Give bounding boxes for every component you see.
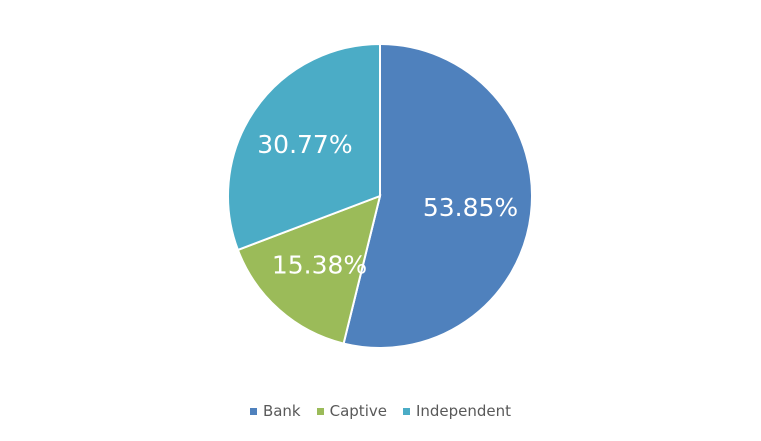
data-label-independent: 30.77% <box>257 130 352 159</box>
legend-item-captive: Captive <box>316 402 387 420</box>
legend-label-captive: Captive <box>329 402 387 420</box>
data-label-captive: 15.38% <box>272 250 367 279</box>
pie-slice-captive <box>236 194 382 345</box>
legend-swatch-bank <box>249 407 257 415</box>
legend: Bank Captive Independent <box>0 402 761 420</box>
data-label-bank: 53.85% <box>423 193 518 222</box>
legend-item-independent: Independent <box>402 402 512 420</box>
pie-slice-bank <box>342 42 533 349</box>
legend-label-independent: Independent <box>415 402 512 420</box>
legend-swatch-captive <box>316 407 324 415</box>
pie-slice-independent <box>227 42 381 252</box>
legend-label-bank: Bank <box>262 402 301 420</box>
legend-item-bank: Bank <box>249 402 301 420</box>
legend-swatch-independent <box>402 407 410 415</box>
